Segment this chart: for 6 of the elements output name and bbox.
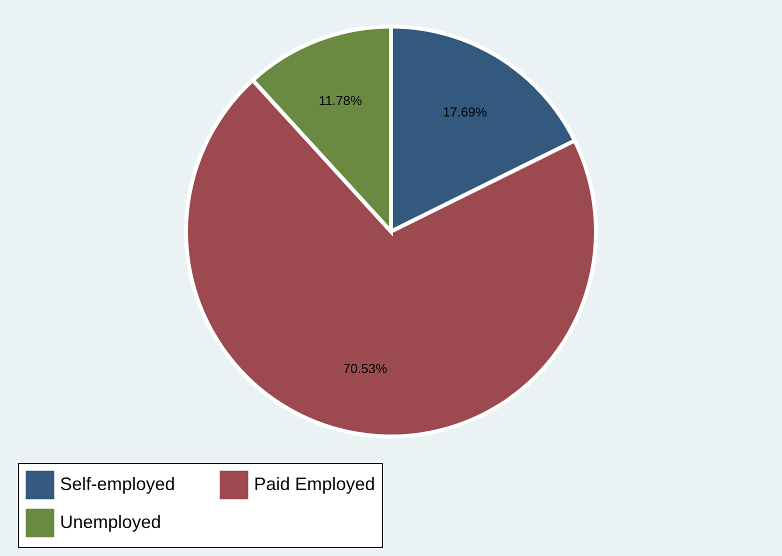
data-label: 70.53%: [343, 361, 388, 376]
legend-label: Paid Employed: [254, 474, 376, 494]
data-label: 17.69%: [442, 104, 488, 120]
data-label: 11.78%: [318, 92, 362, 108]
legend-label: Self-employed: [60, 474, 176, 494]
legend-label: Unemployed: [60, 512, 162, 532]
